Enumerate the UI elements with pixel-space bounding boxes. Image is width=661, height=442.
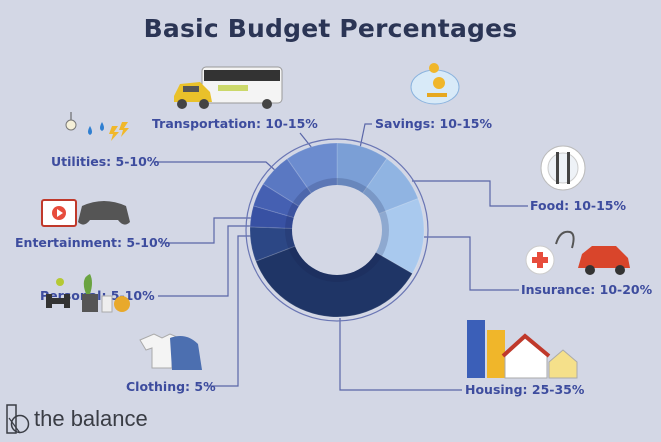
label-utilities: Utilities: 5-10% xyxy=(51,154,160,169)
leader-line-housing xyxy=(339,318,462,391)
leader-line-transportation xyxy=(299,132,313,149)
label-food: Food: 10-15% xyxy=(530,198,627,213)
utilities-icon xyxy=(65,112,129,141)
piggy-bank-icon xyxy=(410,63,460,105)
leader-lines xyxy=(153,123,528,391)
label-savings: Savings: 10-15% xyxy=(375,116,493,131)
label-entertainment: Entertainment: 5-10% xyxy=(15,235,171,250)
brand-logo: the balance xyxy=(6,404,148,434)
insurance-car-icon xyxy=(525,230,630,275)
personal-care-icon xyxy=(46,274,130,313)
clothing-icon xyxy=(139,333,202,370)
logo-text: the balance xyxy=(34,406,148,431)
leader-line-utilities xyxy=(153,161,278,173)
leader-line-clothing xyxy=(207,235,252,387)
the-balance-logo-icon xyxy=(6,404,30,434)
leader-line-savings xyxy=(359,123,372,149)
donut-hole xyxy=(292,185,382,275)
leader-line-food xyxy=(412,180,528,207)
label-clothing: Clothing: 5% xyxy=(126,379,216,394)
plate-cutlery-icon xyxy=(540,145,586,191)
leader-line-entertainment xyxy=(160,217,256,244)
label-housing: Housing: 25-35% xyxy=(465,382,585,397)
taxi-bus-icon xyxy=(174,66,283,109)
donut-outer-ring xyxy=(245,138,429,322)
houses-icon xyxy=(467,320,578,379)
entertainment-icon xyxy=(41,199,130,227)
page-title: Basic Budget Percentages xyxy=(143,14,518,43)
label-transportation: Transportation: 10-15% xyxy=(152,116,318,131)
leader-line-insurance xyxy=(424,236,519,291)
leader-line-personal xyxy=(158,225,252,297)
label-insurance: Insurance: 10-20% xyxy=(521,282,653,297)
